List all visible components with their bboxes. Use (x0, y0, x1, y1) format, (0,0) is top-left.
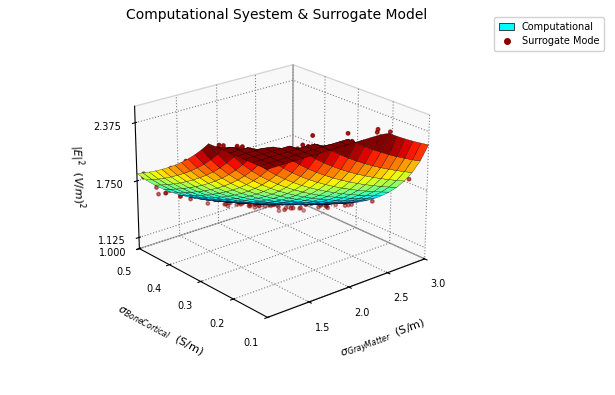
X-axis label: $\sigma_{GrayMatter}$  (S/m): $\sigma_{GrayMatter}$ (S/m) (338, 316, 428, 363)
Y-axis label: $\sigma_{BoneCortical}$  (S/m): $\sigma_{BoneCortical}$ (S/m) (116, 302, 206, 359)
Title: Computational Syestem & Surrogate Model: Computational Syestem & Surrogate Model (126, 8, 427, 22)
Legend: Computational, Surrogate Mode: Computational, Surrogate Mode (494, 17, 604, 51)
